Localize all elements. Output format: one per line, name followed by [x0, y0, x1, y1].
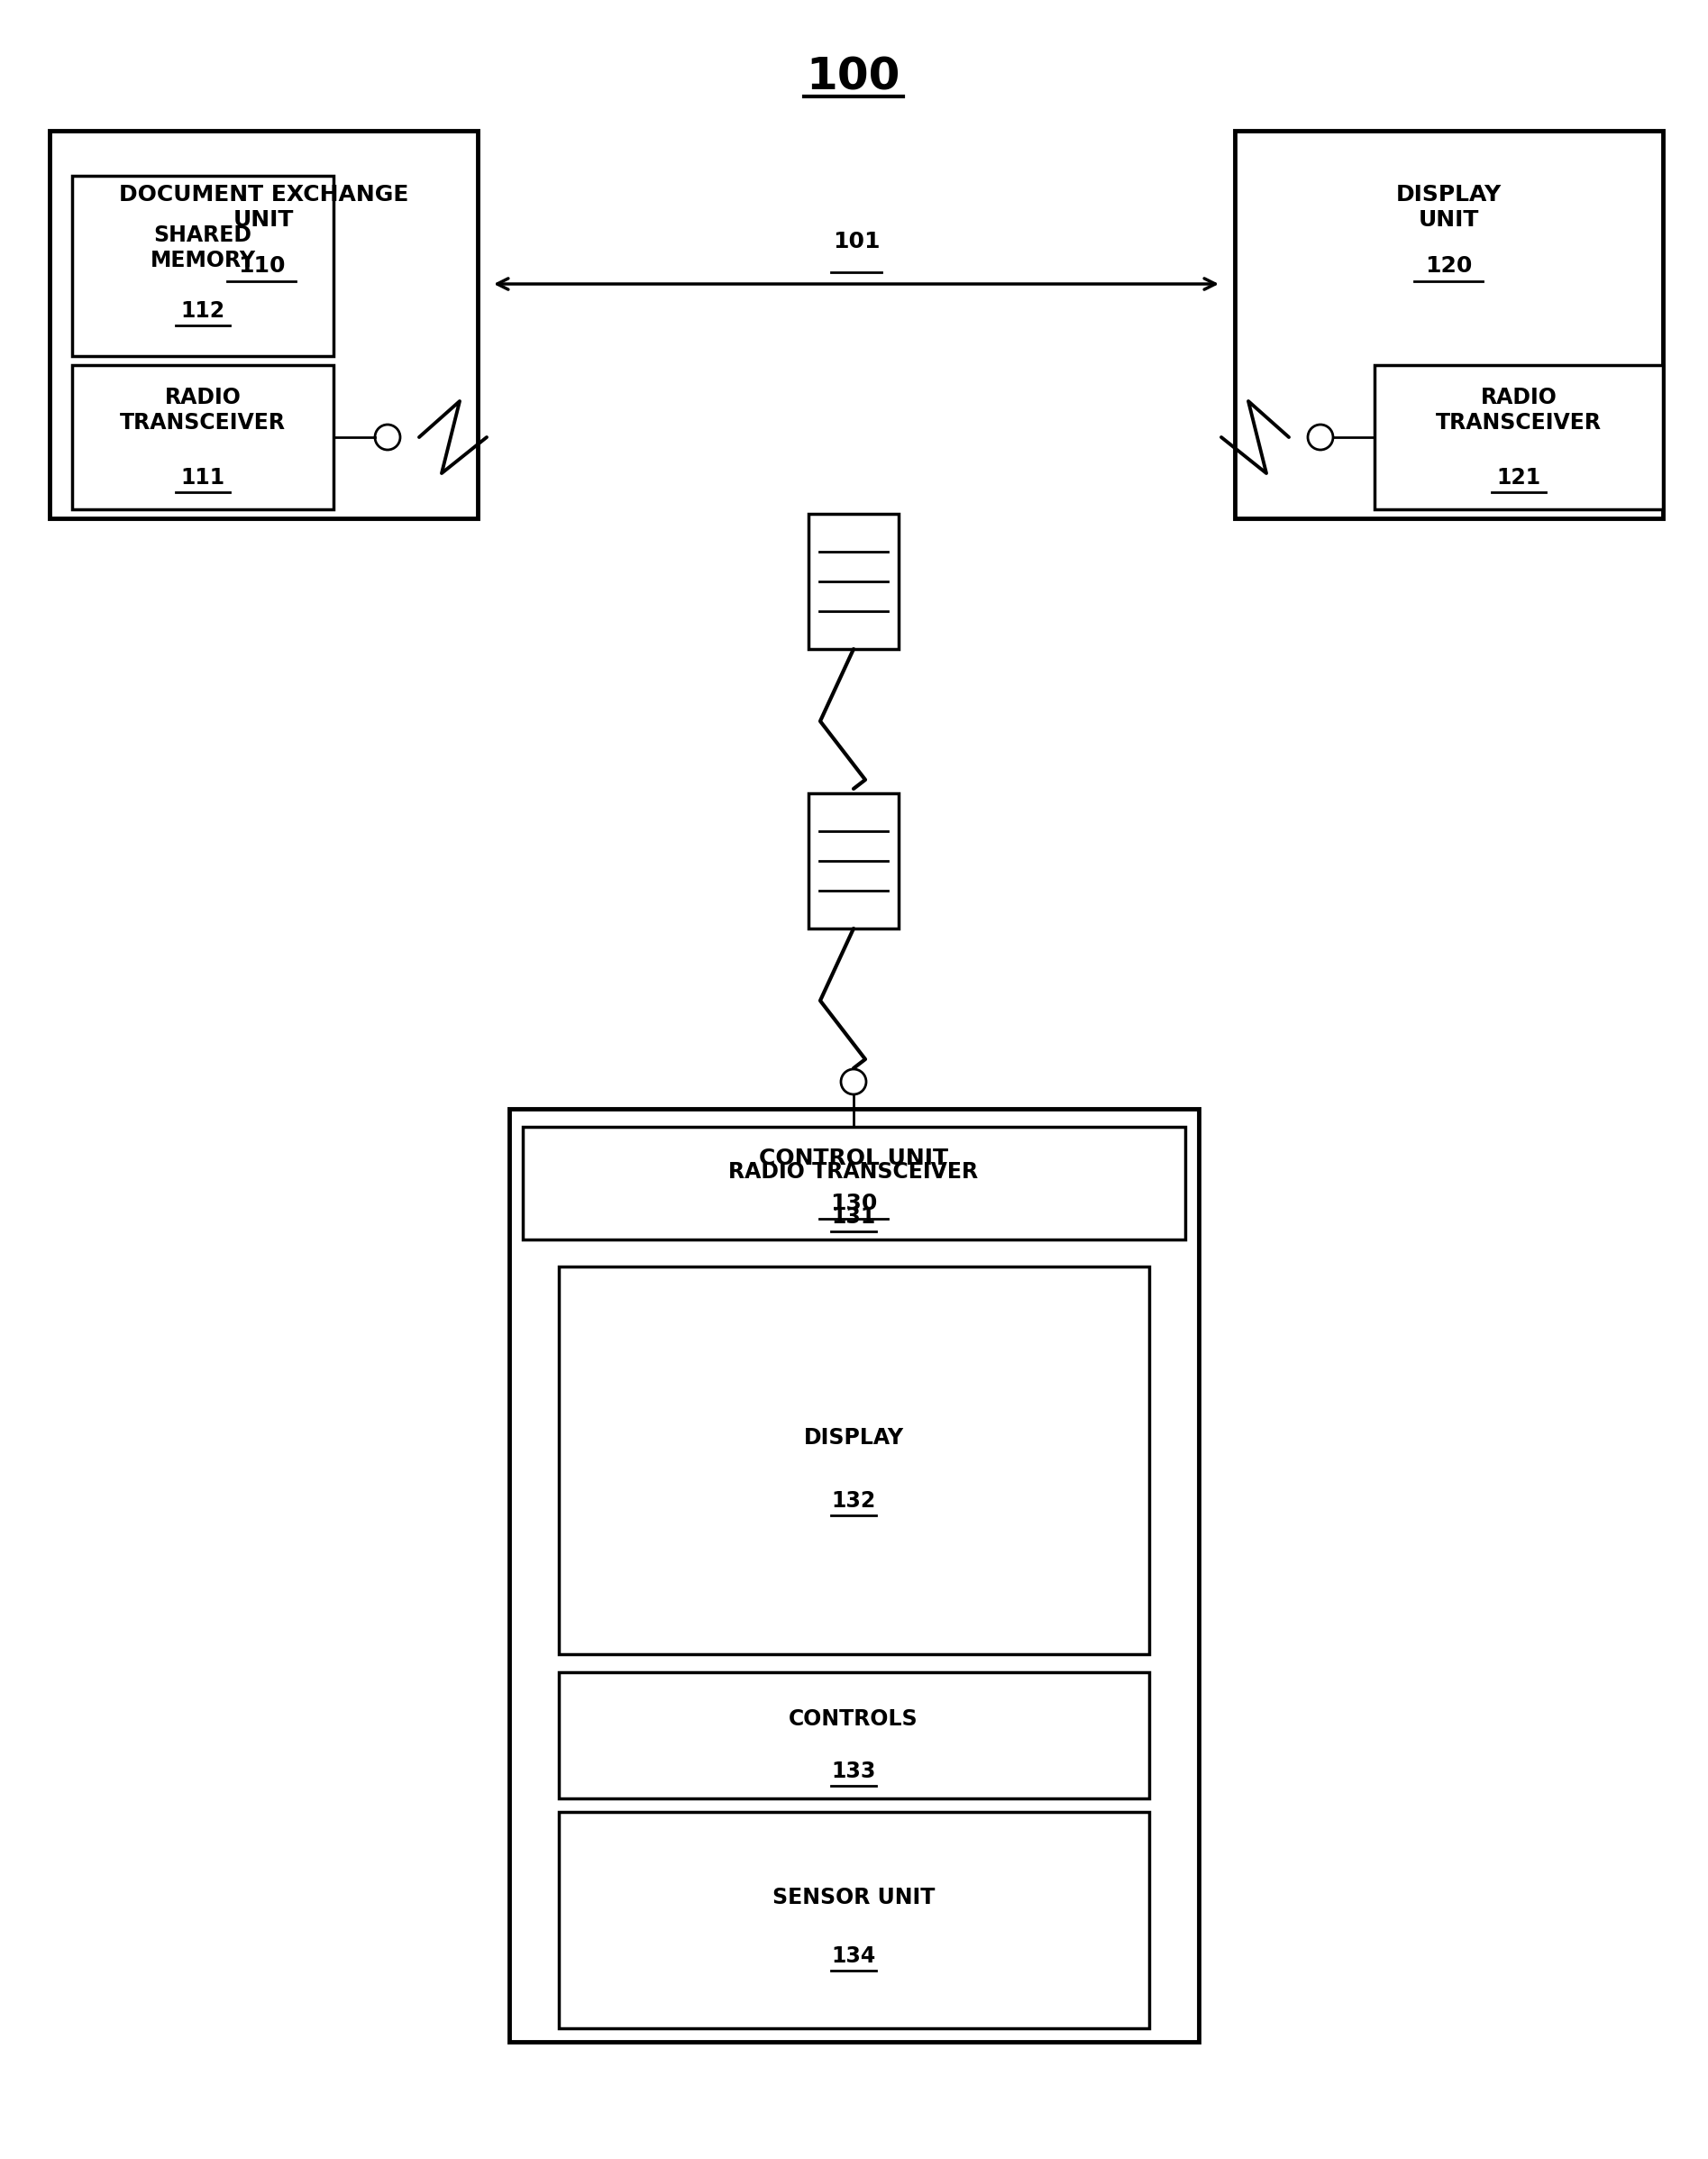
Bar	[1235, 132, 1664, 518]
Text: CONTROLS: CONTROLS	[789, 1708, 919, 1729]
Bar	[1375, 365, 1664, 510]
Text: 130: 130	[830, 1192, 878, 1213]
Text: 100: 100	[806, 54, 900, 99]
Text: SENSOR UNIT: SENSOR UNIT	[772, 1887, 934, 1909]
Bar	[808, 792, 898, 928]
Bar	[559, 1811, 1149, 2027]
Text: 111: 111	[181, 466, 225, 488]
Text: SHARED
MEMORY: SHARED MEMORY	[150, 225, 256, 272]
Text: 120: 120	[1424, 255, 1472, 276]
Bar	[559, 1673, 1149, 1798]
Bar	[72, 175, 333, 356]
Text: DOCUMENT EXCHANGE
UNIT: DOCUMENT EXCHANGE UNIT	[120, 184, 408, 231]
Bar	[808, 514, 898, 650]
Text: 110: 110	[237, 255, 285, 276]
Text: 101: 101	[832, 231, 880, 253]
Text: RADIO
TRANSCEIVER: RADIO TRANSCEIVER	[120, 386, 285, 434]
Text: DISPLAY
UNIT: DISPLAY UNIT	[1395, 184, 1501, 231]
Bar	[559, 1267, 1149, 1654]
Text: RADIO
TRANSCEIVER: RADIO TRANSCEIVER	[1436, 386, 1602, 434]
Bar	[72, 365, 333, 510]
Bar	[509, 1110, 1199, 2042]
Text: RADIO TRANSCEIVER: RADIO TRANSCEIVER	[729, 1162, 979, 1183]
Text: 132: 132	[832, 1490, 876, 1511]
Text: 121: 121	[1496, 466, 1541, 488]
Text: 133: 133	[832, 1760, 876, 1781]
Bar	[50, 132, 478, 518]
Text: CONTROL UNIT: CONTROL UNIT	[758, 1149, 948, 1170]
Text: 134: 134	[832, 1945, 876, 1967]
Text: 131: 131	[832, 1207, 876, 1228]
Text: DISPLAY: DISPLAY	[803, 1427, 904, 1449]
Bar	[523, 1127, 1185, 1239]
Text: 112: 112	[181, 300, 225, 322]
